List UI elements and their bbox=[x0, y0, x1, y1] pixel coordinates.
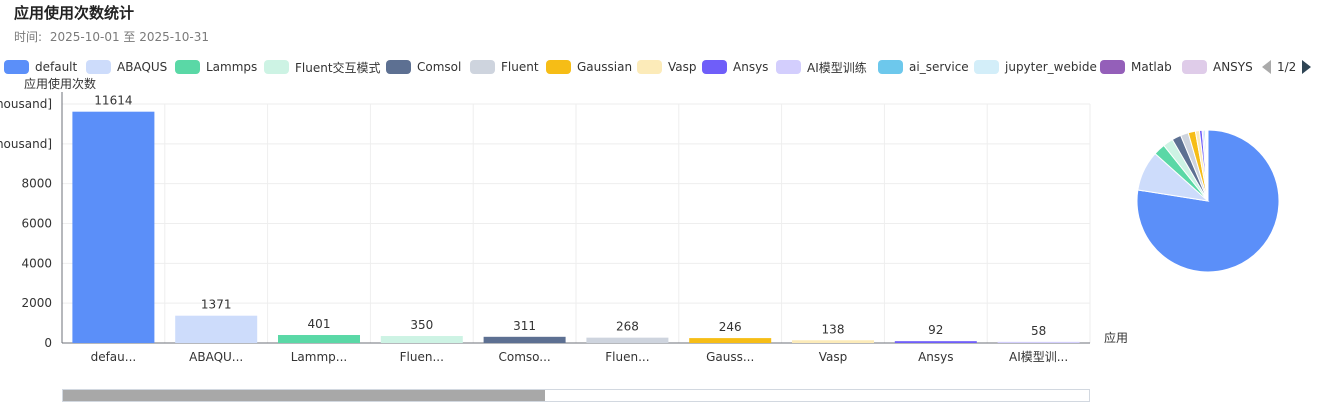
legend-item[interactable]: Matlab bbox=[1100, 58, 1172, 76]
bar[interactable] bbox=[792, 340, 874, 343]
legend-swatch bbox=[86, 60, 111, 74]
bar-value-label: 11614 bbox=[94, 94, 132, 108]
legend-swatch bbox=[702, 60, 727, 74]
pie-slice[interactable] bbox=[1206, 129, 1209, 202]
legend-label: Fluent bbox=[501, 60, 539, 74]
y-tick-label: 8000 bbox=[21, 177, 52, 191]
bar-value-label: 138 bbox=[822, 322, 845, 336]
bar-value-label: 1371 bbox=[201, 298, 232, 312]
bar[interactable] bbox=[380, 336, 463, 343]
bar[interactable] bbox=[689, 338, 772, 343]
legend-label: Matlab bbox=[1131, 60, 1172, 74]
y-axis-title: 应用使用次数 bbox=[24, 76, 96, 91]
legend-swatch bbox=[264, 60, 289, 74]
bar[interactable] bbox=[72, 111, 155, 343]
legend-label: AI模型训练 bbox=[807, 60, 867, 75]
legend-label: default bbox=[35, 60, 78, 74]
legend-label: Comsol bbox=[417, 60, 462, 74]
bar-value-label: 246 bbox=[719, 320, 742, 334]
x-tick-label: ABAQU... bbox=[189, 350, 243, 364]
x-tick-label: defau... bbox=[91, 350, 137, 364]
legend-item[interactable]: Vasp bbox=[637, 58, 697, 76]
legend-swatch bbox=[878, 60, 903, 74]
pager-next-icon[interactable] bbox=[1302, 60, 1312, 74]
x-tick-label: Fluen... bbox=[400, 350, 444, 364]
legend-label: ai_service bbox=[909, 60, 969, 74]
bar-value-label: 92 bbox=[928, 323, 943, 337]
x-tick-label: Fluen... bbox=[605, 350, 649, 364]
legend-swatch bbox=[974, 60, 999, 74]
legend-item[interactable]: Fluent bbox=[470, 58, 539, 76]
y-tick-label: housand] bbox=[0, 97, 52, 111]
bar[interactable] bbox=[586, 337, 669, 343]
bar[interactable] bbox=[894, 341, 977, 343]
bar-value-label: 311 bbox=[513, 319, 536, 333]
legend-swatch bbox=[776, 60, 801, 74]
legend-label: Fluent交互模式 bbox=[295, 60, 381, 75]
x-tick-label: Lammp... bbox=[291, 350, 347, 364]
legend-item[interactable]: Lammps bbox=[175, 58, 257, 76]
legend-label: Lammps bbox=[206, 60, 258, 74]
legend-swatch bbox=[4, 60, 29, 74]
bar-value-label: 58 bbox=[1031, 324, 1046, 338]
legend-item[interactable]: AI模型训练 bbox=[776, 58, 867, 76]
y-tick-label: 0 bbox=[44, 336, 52, 350]
x-tick-label: Gauss... bbox=[706, 350, 754, 364]
chart-legend: default ABAQUS Lammps Fluent交互模式 Comsol Fluen… bbox=[4, 58, 1328, 76]
bar[interactable] bbox=[997, 341, 1080, 343]
legend-item[interactable]: jupyter_webide bbox=[974, 58, 1097, 76]
legend-label: jupyter_webide bbox=[1005, 60, 1097, 74]
legend-item[interactable]: ANSYS bbox=[1182, 58, 1253, 76]
legend-pager: 1/2 bbox=[1262, 58, 1312, 76]
bar[interactable] bbox=[483, 336, 566, 343]
x-axis-title: 应用 bbox=[1104, 330, 1128, 345]
legend-swatch bbox=[637, 60, 662, 74]
legend-item[interactable]: Comsol bbox=[386, 58, 461, 76]
legend-swatch bbox=[386, 60, 411, 74]
bar-value-label: 401 bbox=[308, 317, 331, 331]
bar-value-label: 350 bbox=[410, 318, 433, 332]
x-tick-label: Vasp bbox=[819, 350, 848, 364]
bar-value-label: 268 bbox=[616, 320, 639, 334]
legend-label: Gaussian bbox=[577, 60, 633, 74]
x-tick-label: AI模型训... bbox=[1009, 350, 1068, 364]
legend-swatch bbox=[1100, 60, 1125, 74]
data-zoom-handle[interactable] bbox=[63, 390, 546, 401]
legend-item[interactable]: ABAQUS bbox=[86, 58, 167, 76]
legend-label: ABAQUS bbox=[117, 60, 168, 74]
legend-swatch bbox=[470, 60, 495, 74]
bar[interactable] bbox=[175, 315, 258, 343]
legend-item[interactable]: Fluent交互模式 bbox=[264, 58, 381, 76]
legend-item[interactable]: ai_service bbox=[878, 58, 969, 76]
bar[interactable] bbox=[278, 335, 360, 343]
y-tick-label: 4000 bbox=[21, 256, 52, 270]
y-tick-label: 2000 bbox=[21, 296, 52, 310]
legend-swatch bbox=[1182, 60, 1207, 74]
data-zoom-slider[interactable] bbox=[62, 389, 1090, 402]
legend-item[interactable]: Gaussian bbox=[546, 58, 632, 76]
y-tick-label: 6000 bbox=[21, 217, 52, 231]
x-tick-label: Comso... bbox=[498, 350, 550, 364]
legend-label: Vasp bbox=[668, 60, 697, 74]
page-title: 应用使用次数统计 bbox=[14, 4, 135, 22]
y-tick-label: housand] bbox=[0, 137, 52, 151]
x-tick-label: Ansys bbox=[918, 350, 953, 364]
legend-label: Ansys bbox=[733, 60, 769, 74]
pager-prev-icon[interactable] bbox=[1262, 60, 1271, 74]
legend-page-indicator: 1/2 bbox=[1277, 60, 1297, 74]
legend-item[interactable]: Ansys bbox=[702, 58, 768, 76]
legend-label: ANSYS bbox=[1213, 60, 1253, 74]
time-label: 时间: bbox=[14, 30, 43, 44]
time-range-value: 2025-10-01 至 2025-10-31 bbox=[49, 30, 209, 44]
time-range: 时间: 2025-10-01 至 2025-10-31 bbox=[14, 28, 209, 45]
legend-swatch bbox=[546, 60, 571, 74]
legend-item[interactable]: default bbox=[4, 58, 77, 76]
legend-swatch bbox=[175, 60, 200, 74]
